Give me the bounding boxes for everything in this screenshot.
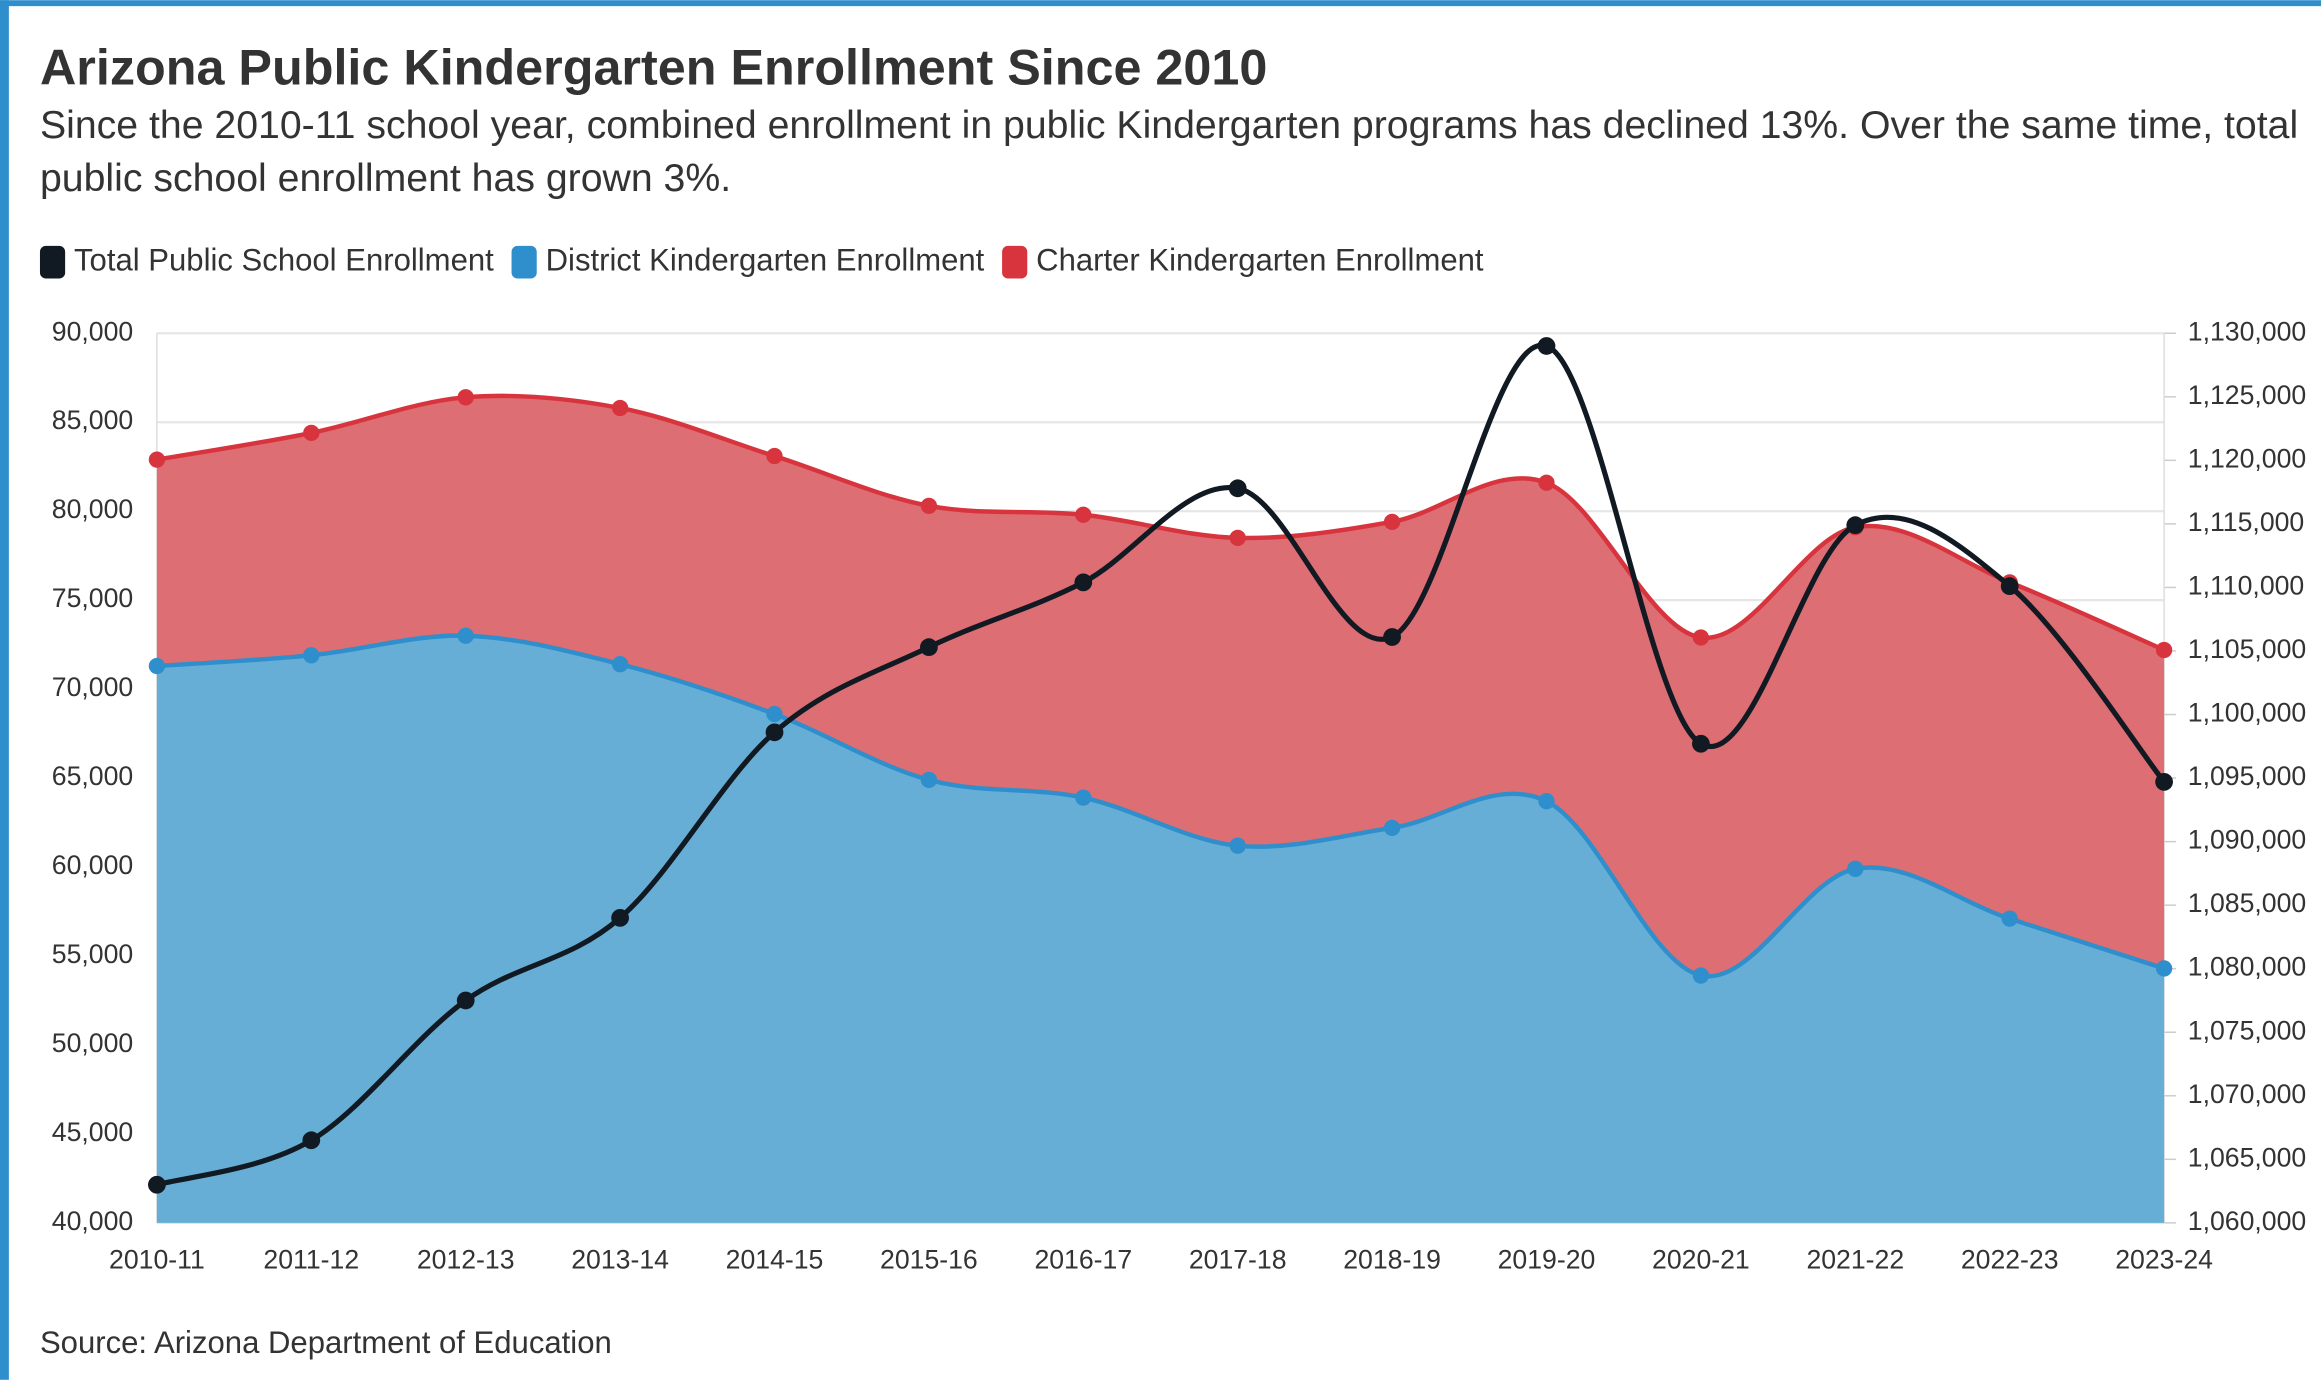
area-line [156,393,2165,653]
point [766,447,783,465]
area-line [156,633,2165,979]
x-tick-label: 2010-11 [109,1244,205,1274]
y2-tick-label: 1,100,000 [2188,698,2306,728]
point [611,656,629,673]
y2-tick-label: 1,075,000 [2188,1015,2306,1045]
point [1692,734,1710,753]
point [1847,860,1864,877]
y-tick-label: 50,000 [52,1028,133,1058]
y-tick-label: 80,000 [52,494,133,524]
left-border [0,0,9,1380]
y2-tick-label: 1,125,000 [2188,380,2306,410]
x-tick-label: 2018-19 [1343,1244,1441,1274]
y2-tick-label: 1,105,000 [2188,634,2306,664]
point [765,723,784,742]
point [1538,793,1555,810]
chart-subtitle: Since the 2010-11 school year, combined … [39,102,2299,201]
point [457,389,474,406]
legend-swatch [1002,245,1028,279]
point [920,771,938,788]
y-tick-label: 55,000 [52,939,133,969]
y-tick-label: 60,000 [52,850,133,880]
point [2001,910,2018,927]
point [303,647,320,664]
point [1538,474,1555,491]
legend-label: District Kindergarten Enrollment [546,242,985,277]
y2-tick-label: 1,120,000 [2188,443,2306,473]
point [1228,479,1247,498]
point [1229,837,1246,854]
y2-tick-label: 1,115,000 [2188,507,2304,537]
point [457,627,474,644]
x-tick-label: 2022-23 [1961,1244,2059,1274]
point [1074,573,1093,592]
point [148,657,166,675]
x-tick-label: 2012-13 [417,1244,515,1274]
x-tick-label: 2016-17 [1034,1244,1132,1274]
point [456,991,475,1010]
y-tick-label: 70,000 [52,672,133,702]
area [156,635,2165,1223]
x-tick-label: 2015-16 [880,1244,978,1274]
point [1075,789,1092,806]
point [1229,529,1246,547]
y-tick-label: 85,000 [52,405,133,435]
x-tick-label: 2017-18 [1189,1244,1287,1274]
y2-tick-label: 1,080,000 [2188,952,2306,982]
y2-tick-label: 1,070,000 [2188,1079,2306,1109]
y2-tick-label: 1,090,000 [2188,825,2306,855]
top-border [0,0,2321,7]
point [1383,819,1401,837]
y-tick-label: 40,000 [52,1206,133,1236]
x-tick-label: 2011-12 [263,1244,359,1274]
point [1075,506,1092,523]
point [1383,628,1401,646]
point [1846,516,1865,535]
point [2000,577,2019,596]
point [920,497,938,514]
x-tick-label: 2019-20 [1498,1244,1596,1274]
point [2155,773,2173,791]
y-tick-label: 90,000 [52,316,133,346]
chart-title: Arizona Public Kindergarten Enrollment S… [40,39,1267,96]
legend-swatch [39,245,66,279]
legend-label: Total Public School Enrollment [74,242,494,277]
y2-tick-label: 1,060,000 [2188,1206,2306,1236]
point [148,451,166,468]
point [1537,337,1556,355]
point [1692,629,1710,646]
point [2155,960,2173,977]
point [148,1175,166,1194]
point [303,424,320,442]
legend-swatch [511,245,537,279]
y2-tick-label: 1,095,000 [2188,761,2306,791]
point [302,1131,321,1150]
y-tick-label: 45,000 [52,1117,133,1147]
y2-tick-label: 1,085,000 [2188,888,2306,918]
y2-tick-label: 1,110,000 [2188,570,2304,600]
y2-tick-label: 1,130,000 [2188,316,2306,346]
x-tick-label: 2013-14 [571,1244,669,1274]
y2-tick-label: 1,065,000 [2188,1142,2306,1172]
point [766,705,783,723]
x-tick-label: 2021-22 [1806,1244,1904,1274]
point [611,399,629,417]
point [1383,513,1401,531]
line [156,342,2167,1188]
point [1692,967,1710,984]
point [920,638,938,657]
legend-label: Charter Kindergarten Enrollment [1036,242,1484,277]
subtitle-box: Since the 2010-11 school year, combined … [39,102,2299,201]
y-tick-label: 75,000 [52,583,133,613]
x-tick-label: 2023-24 [2115,1244,2213,1274]
x-tick-label: 2020-21 [1652,1244,1750,1274]
y-tick-label: 65,000 [52,761,133,791]
point [2155,641,2173,659]
point [611,908,629,927]
x-tick-label: 2014-15 [726,1244,824,1274]
source: Source: Arizona Department of Education [40,1325,612,1360]
area [156,395,2165,977]
